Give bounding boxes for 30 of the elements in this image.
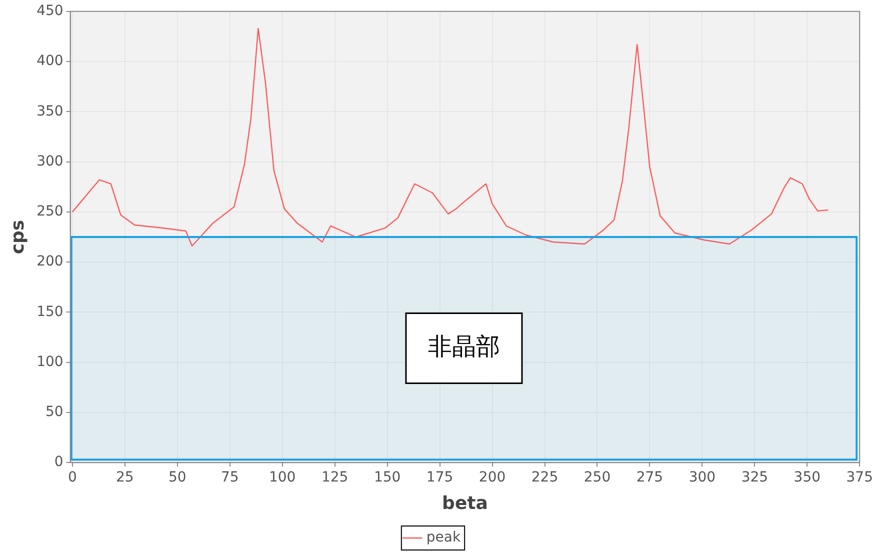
x-tick-label: 75: [220, 470, 239, 486]
x-tick-label: 50: [168, 470, 186, 486]
x-tick-label: 300: [688, 470, 716, 486]
x-tick-label: 150: [374, 470, 401, 486]
x-tick-label: 275: [636, 470, 664, 486]
y-axis-title: cps: [7, 220, 28, 254]
y-tick-label: 300: [36, 153, 64, 170]
x-tick-label: 225: [531, 470, 558, 486]
y-tick-label: 0: [54, 454, 64, 470]
x-tick-label: 200: [478, 470, 506, 486]
x-tick-label: 25: [116, 470, 134, 486]
y-tick-label: 50: [45, 404, 64, 420]
x-tick-label: 250: [584, 470, 611, 486]
x-tick-label: 100: [268, 470, 296, 486]
x-tick-label: 375: [846, 470, 874, 486]
legend-label: peak: [426, 530, 462, 546]
x-tick-label: 175: [426, 470, 454, 486]
x-tick-label: 0: [68, 470, 77, 486]
y-tick-label: 400: [36, 53, 64, 70]
x-tick-label: 125: [321, 470, 348, 486]
x-axis-title: beta: [442, 492, 488, 514]
y-tick-label: 100: [36, 354, 64, 370]
y-tick-label: 150: [36, 304, 64, 320]
x-tick-label: 325: [741, 470, 768, 486]
y-tick-label: 450: [36, 3, 64, 20]
y-tick-label: 200: [36, 254, 64, 270]
x-tick-label: 350: [794, 470, 821, 486]
y-tick-label: 250: [36, 204, 64, 220]
y-tick-label: 350: [36, 103, 64, 120]
band-label: 非晶部: [428, 332, 500, 361]
